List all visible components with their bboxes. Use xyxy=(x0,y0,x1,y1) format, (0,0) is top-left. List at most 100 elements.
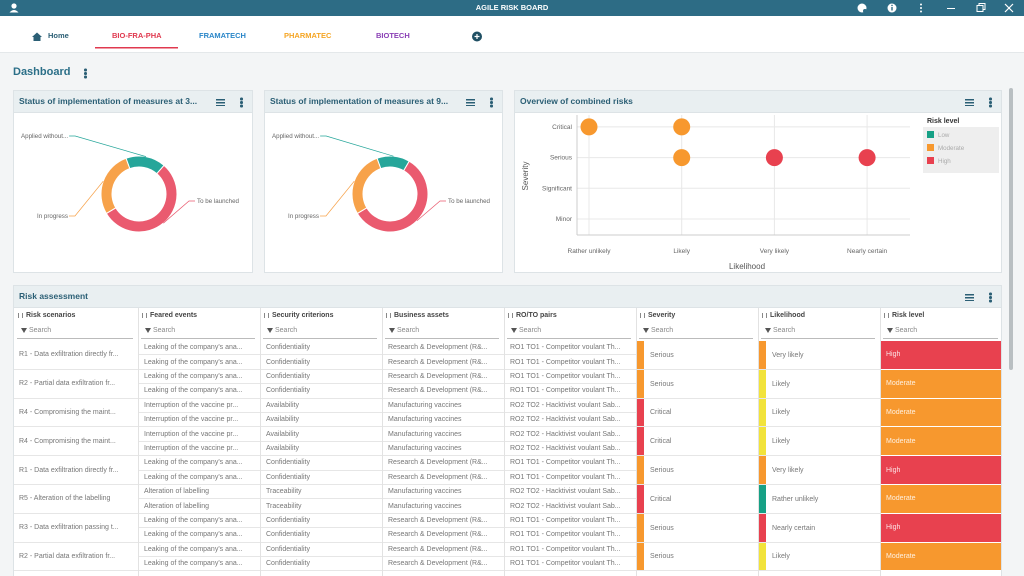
risk-point xyxy=(766,149,783,166)
chart-card: Status of implementation of measures at … xyxy=(13,90,253,273)
y-tick-label: Significant xyxy=(542,185,572,192)
severity-indicator xyxy=(637,427,644,455)
table-cell: RO2 TO2 - Hacktivist voulant Sab... xyxy=(505,399,636,413)
chart-plot: Rather unlikelyLikelyVery likelyNearly c… xyxy=(515,113,1001,272)
tab[interactable]: BIOTECH xyxy=(376,31,410,40)
table-cell: Research & Development (R&... xyxy=(383,471,504,485)
table-cell: Leaking of the company's ana... xyxy=(139,341,260,355)
scrollbar[interactable] xyxy=(1009,88,1013,370)
risk-level-cell: High xyxy=(881,341,1001,370)
likelihood-label: Likely xyxy=(767,370,879,399)
table-cell: Research & Development (R&... xyxy=(383,557,504,571)
table-cell: Confidentiality xyxy=(261,456,382,470)
y-tick-label: Serious xyxy=(550,155,573,162)
restore-button[interactable] xyxy=(977,4,985,12)
table-cell: Traceability xyxy=(261,499,382,513)
risk-point xyxy=(581,118,598,135)
table-cell: RO1 TO1 - Competitor voulant Th... xyxy=(505,355,636,369)
settings-button[interactable] xyxy=(858,4,868,14)
menu-button[interactable] xyxy=(490,101,493,104)
x-tick-label: Nearly certain xyxy=(847,248,887,255)
risk-level-cell: High xyxy=(881,456,1001,485)
pie-segment xyxy=(352,158,381,213)
table-cell: Confidentiality xyxy=(261,514,382,528)
table-cell: Manufacturing vaccines xyxy=(383,442,504,456)
severity-label: Serious xyxy=(645,456,757,485)
table-cell: RO2 TO2 - Hacktivist voulant Sab... xyxy=(505,499,636,513)
minimize-button[interactable] xyxy=(947,8,955,9)
close-button[interactable] xyxy=(1005,4,1013,12)
column-search[interactable]: Search xyxy=(883,323,998,339)
label-leader-line xyxy=(69,136,146,157)
column-search[interactable]: Search xyxy=(263,323,377,339)
legend-label: High xyxy=(938,158,951,165)
tab[interactable]: Home xyxy=(48,31,69,40)
column-search[interactable]: Search xyxy=(17,323,133,339)
risk-scenario-cell: R5 - Alteration of the labelling xyxy=(14,485,138,514)
column-header[interactable]: Risk level xyxy=(880,308,1002,323)
column-search[interactable]: Search xyxy=(385,323,499,339)
column-header[interactable]: Security criterions xyxy=(260,308,382,323)
table-cell: Leaking of the company's ana... xyxy=(139,384,260,398)
column-header[interactable]: Severity xyxy=(636,308,758,323)
risk-scenario-cell: R4 - Compromising the maint... xyxy=(14,427,138,456)
table-cell: RO2 TO2 - Hacktivist voulant Sab... xyxy=(505,442,636,456)
severity-indicator xyxy=(637,399,644,427)
column-header[interactable]: Likelihood xyxy=(758,308,880,323)
column-search[interactable]: Search xyxy=(507,323,631,339)
more-button[interactable] xyxy=(920,4,922,13)
table-cell: Interruption of the vaccine pr... xyxy=(139,399,260,413)
view-list-button[interactable] xyxy=(965,99,974,106)
chart-plot: Applied without...To be launchedIn progr… xyxy=(14,113,252,272)
risk-level-cell: Moderate xyxy=(881,399,1001,428)
info-button[interactable] xyxy=(888,4,897,13)
menu-button[interactable] xyxy=(989,101,992,104)
table-cell: Manufacturing vaccines xyxy=(383,399,504,413)
dashboard-menu-button[interactable] xyxy=(84,72,87,75)
segment-label: To be launched xyxy=(197,198,240,205)
segment-label: Applied without... xyxy=(21,133,68,140)
tab[interactable]: BIO-FRA-PHA xyxy=(112,31,162,40)
risk-point xyxy=(673,149,690,166)
y-axis-title: Severity xyxy=(521,162,530,191)
table-cell: Research & Development (R&... xyxy=(383,528,504,542)
table-cell: RO1 TO1 - Competitor voulant Th... xyxy=(505,514,636,528)
column-search[interactable]: Search xyxy=(141,323,255,339)
legend-label: Low xyxy=(938,132,950,139)
severity-label: Serious xyxy=(645,370,757,399)
likelihood-label: Nearly certain xyxy=(767,514,879,543)
view-list-button[interactable] xyxy=(466,99,475,106)
column-header[interactable]: Feared events xyxy=(138,308,260,323)
risk-point xyxy=(859,149,876,166)
menu-button[interactable] xyxy=(989,296,992,299)
table-cell: Confidentiality xyxy=(261,355,382,369)
table-cell: Research & Development (R&... xyxy=(383,543,504,557)
label-leader-line xyxy=(69,181,103,216)
view-list-button[interactable] xyxy=(216,99,225,106)
dashboard-title: Dashboard xyxy=(13,66,70,78)
legend-label: Moderate xyxy=(938,145,965,152)
table-cell: Manufacturing vaccines xyxy=(383,499,504,513)
severity-indicator xyxy=(637,341,644,369)
column-search[interactable]: Search xyxy=(761,323,875,339)
table-cell: Interruption of the vaccine pr... xyxy=(139,427,260,441)
tab[interactable]: PHARMATEC xyxy=(284,31,331,40)
card-title: Overview of combined risks xyxy=(520,96,633,106)
column-header[interactable]: RO/TO pairs xyxy=(504,308,636,323)
column-header[interactable]: Business assets xyxy=(382,308,504,323)
table-cell: RO1 TO1 - Competitor voulant Th... xyxy=(505,456,636,470)
user-button[interactable] xyxy=(10,3,19,12)
risk-level-cell: Moderate xyxy=(881,485,1001,514)
column-header[interactable]: Risk scenarios xyxy=(14,308,138,323)
view-list-button[interactable] xyxy=(965,294,974,301)
likelihood-indicator xyxy=(759,399,766,427)
tab[interactable]: FRAMATECH xyxy=(199,31,246,40)
add-tab-button[interactable] xyxy=(472,32,482,42)
table-cell: Leaking of the company's ana... xyxy=(139,355,260,369)
menu-button[interactable] xyxy=(240,101,243,104)
column-search[interactable]: Search xyxy=(639,323,753,339)
likelihood-indicator xyxy=(759,427,766,455)
table-cell: Confidentiality xyxy=(261,557,382,571)
chart-card: Status of implementation of measures at … xyxy=(264,90,503,273)
table-cell: Leaking of the company's ana... xyxy=(139,557,260,571)
